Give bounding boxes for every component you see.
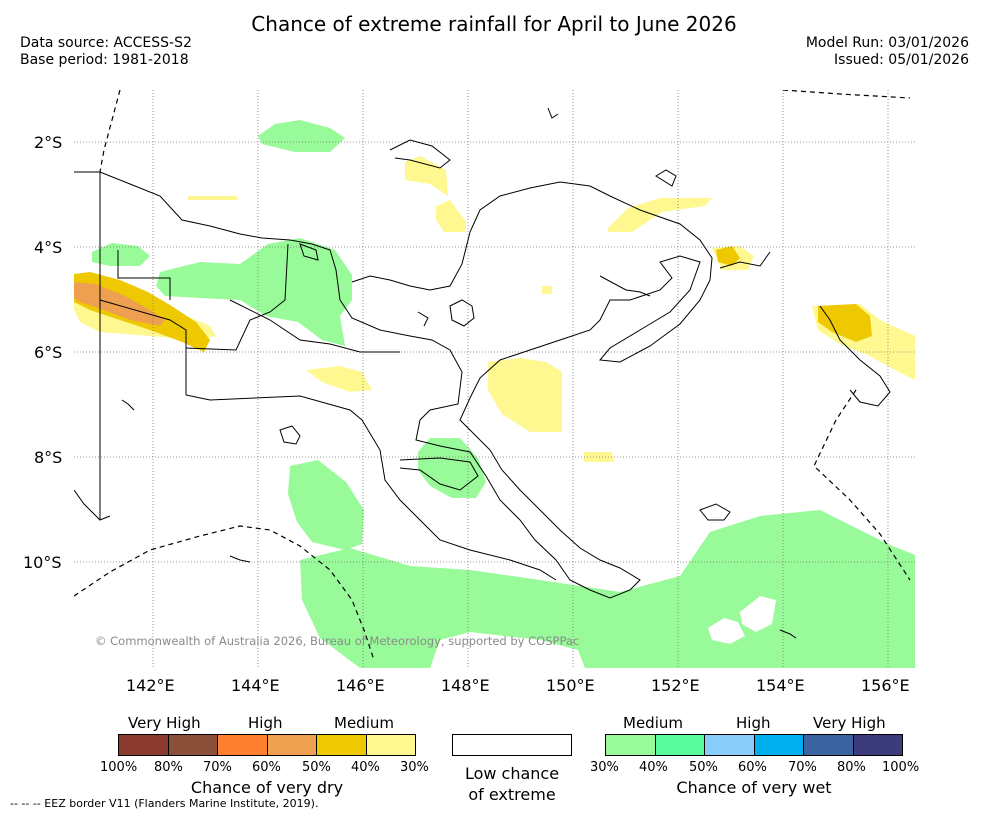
- dry-swatch-60-50: [267, 735, 317, 755]
- dry-chance-medium: [74, 246, 872, 352]
- neutral-caption-line1: Low chance: [464, 764, 560, 783]
- wet-pct-60: 60%: [738, 760, 767, 775]
- dry-pct-80: 80%: [154, 760, 183, 775]
- lat-label-4s: 4°S: [34, 238, 63, 257]
- wet-swatch-30-40: [606, 735, 656, 755]
- dry-pct-70: 70%: [203, 760, 232, 775]
- lon-label-156e: 156°E: [861, 676, 910, 695]
- data-source: Data source: ACCESS-S2: [20, 35, 192, 51]
- dry-level-medium: Medium: [334, 714, 394, 732]
- wet-pct-50: 50%: [689, 760, 718, 775]
- dry-swatch-80-70: [168, 735, 218, 755]
- wet-pct-70: 70%: [788, 760, 817, 775]
- neutral-swatch: [452, 734, 572, 756]
- wet-caption: Chance of very wet: [676, 778, 832, 797]
- wet-colorbar: [605, 734, 903, 756]
- lon-label-148e: 148°E: [441, 676, 490, 695]
- neutral-caption-line2: of extreme: [468, 785, 556, 804]
- dry-pct-100: 100%: [100, 760, 138, 775]
- lon-label-146e: 146°E: [336, 676, 385, 695]
- lon-label-144e: 144°E: [231, 676, 280, 695]
- base-period: Base period: 1981-2018: [20, 52, 189, 68]
- coastlines: [74, 107, 891, 639]
- dry-level-very-high: Very High: [128, 714, 201, 732]
- wet-pct-30: 30%: [590, 760, 619, 775]
- wet-level-very-high: Very High: [813, 714, 886, 732]
- lat-label-6s: 6°S: [34, 343, 63, 362]
- wet-swatch-50-60: [705, 735, 755, 755]
- wet-swatch-60-70: [754, 735, 804, 755]
- lon-label-154e: 154°E: [756, 676, 805, 695]
- model-run: Model Run: 03/01/2026: [805, 35, 969, 51]
- lon-label-150e: 150°E: [546, 676, 595, 695]
- eez-border-note: -- -- -- EEZ border V11 (Flanders Marine…: [10, 797, 319, 810]
- wet-level-high: High: [736, 714, 771, 732]
- wet-chance-areas: [92, 120, 915, 668]
- dry-pct-50: 50%: [302, 760, 331, 775]
- wet-pct-100: 100%: [882, 760, 920, 775]
- eez-border: [74, 90, 911, 661]
- dry-pct-60: 60%: [252, 760, 281, 775]
- dry-colorbar: [118, 734, 416, 756]
- map-title: Chance of extreme rainfall for April to …: [251, 12, 737, 36]
- dry-swatch-70-60: [218, 735, 268, 755]
- dry-swatch-40-30: [366, 735, 415, 755]
- dry-chance-high: [74, 282, 165, 326]
- lon-label-142e: 142°E: [126, 676, 175, 695]
- dry-chance-light: [74, 156, 915, 462]
- issued-date: Issued: 05/01/2026: [834, 52, 969, 68]
- copyright-notice: © Commonwealth of Australia 2026, Bureau…: [95, 634, 580, 648]
- wet-pct-80: 80%: [837, 760, 866, 775]
- lat-label-8s: 8°S: [34, 448, 63, 467]
- wet-swatch-70-80: [804, 735, 854, 755]
- dry-swatch-50-40: [317, 735, 367, 755]
- dry-caption: Chance of very dry: [190, 778, 344, 797]
- lat-label-2s: 2°S: [34, 133, 63, 152]
- wet-pct-40: 40%: [639, 760, 668, 775]
- wet-swatch-80-100: [853, 735, 902, 755]
- wet-swatch-40-50: [655, 735, 705, 755]
- dry-pct-30: 30%: [400, 760, 429, 775]
- dry-pct-40: 40%: [351, 760, 380, 775]
- dry-swatch-100-80: [119, 735, 169, 755]
- lat-label-10s: 10°S: [23, 553, 62, 572]
- dry-level-high: High: [248, 714, 283, 732]
- wet-level-medium: Medium: [623, 714, 683, 732]
- lon-label-152e: 152°E: [651, 676, 700, 695]
